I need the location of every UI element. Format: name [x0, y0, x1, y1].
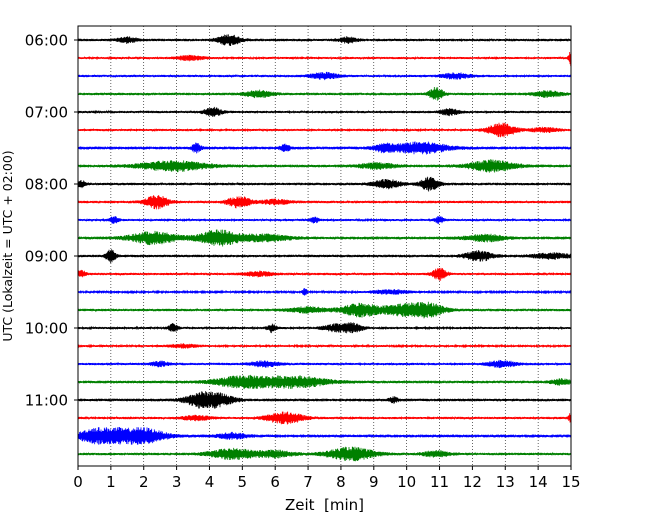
x-tick-label: 7 [303, 473, 313, 491]
seismogram-trace [77, 267, 572, 281]
x-tick-label: 5 [238, 473, 248, 491]
x-tick-label: 15 [561, 473, 580, 491]
y-tick-label: 08:00 [25, 176, 68, 194]
y-tick-label: 10:00 [25, 320, 68, 338]
seismogram-trace [77, 229, 572, 247]
x-axis: 0 1 2 3 4 5 6 7 8 9 10 11 12 13 14 15 [73, 466, 581, 491]
seismogram-trace [77, 374, 572, 390]
x-axis-label: Zeit [min] [285, 496, 364, 514]
seismogram-trace [77, 359, 572, 369]
seismogram-trace [77, 51, 572, 67]
seismogram-trace [77, 106, 572, 117]
seismogram-trace [77, 446, 572, 462]
seismogram-trace [77, 322, 572, 334]
x-tick-label: 3 [172, 473, 182, 491]
x-tick-label: 10 [397, 473, 416, 491]
x-tick-label: 0 [73, 473, 83, 491]
x-tick-label: 1 [106, 473, 116, 491]
x-tick-label: 12 [463, 473, 482, 491]
y-tick-label: 07:00 [25, 104, 68, 122]
x-tick-label: 4 [205, 473, 215, 491]
x-tick-label: 11 [430, 473, 449, 491]
y-tick-label: 09:00 [25, 248, 68, 266]
seismogram-trace [77, 427, 572, 445]
x-tick-label: 9 [369, 473, 379, 491]
seismogram-trace [77, 122, 572, 138]
seismogram-trace [77, 159, 572, 173]
x-tick-label: 14 [529, 473, 548, 491]
seismogram-trace [77, 34, 572, 47]
x-tick-label: 13 [496, 473, 515, 491]
x-tick-label: 8 [336, 473, 346, 491]
seismogram-trace [77, 141, 572, 155]
trace-layer [77, 34, 572, 462]
y-axis-label: UTC (Lokalzeit = UTC + 02:00) [0, 150, 15, 341]
seismogram-trace [77, 288, 572, 296]
seismogram-trace [77, 249, 572, 263]
seismogram-trace [77, 391, 572, 409]
y-tick-label: 06:00 [25, 32, 68, 50]
seismogram-trace [77, 216, 572, 225]
seismogram-trace [77, 71, 572, 81]
seismogram-trace [77, 87, 572, 101]
seismogram-trace [77, 301, 572, 319]
seismogram-trace [77, 343, 572, 349]
y-axis: 06:00 07:00 08:00 09:00 10:00 11:00 [25, 32, 78, 410]
seismogram-trace [77, 411, 572, 425]
x-tick-label: 6 [270, 473, 280, 491]
plot-frame [77, 25, 572, 467]
seismogram-trace [77, 195, 572, 210]
y-tick-label: 11:00 [25, 392, 68, 410]
grid-layer [110, 26, 539, 466]
seismogram-trace [77, 176, 572, 192]
x-tick-label: 2 [139, 473, 149, 491]
